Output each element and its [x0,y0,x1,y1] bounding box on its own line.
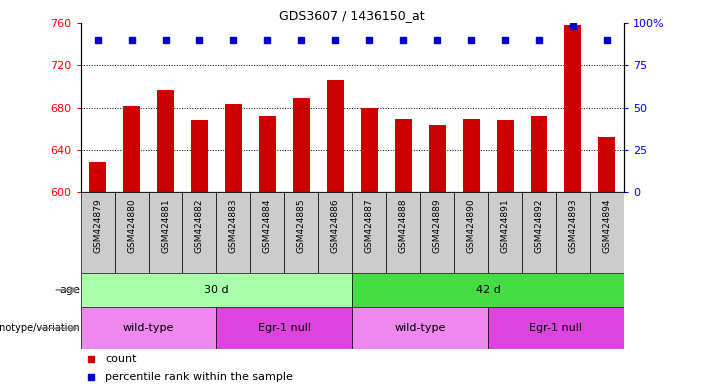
Text: GSM424892: GSM424892 [534,199,543,253]
Bar [353,273,624,307]
Bar [259,116,276,192]
Bar [454,192,488,273]
Bar [327,80,343,192]
Bar [522,192,556,273]
Bar [353,307,488,349]
Bar [395,119,411,192]
Text: genotype/variation: genotype/variation [0,323,81,333]
Text: GSM424887: GSM424887 [365,199,374,253]
Bar [488,192,522,273]
Bar [353,192,386,273]
Bar [488,307,624,349]
Text: percentile rank within the sample: percentile rank within the sample [105,372,293,382]
Bar [123,106,140,192]
Bar [556,192,590,273]
Title: GDS3607 / 1436150_at: GDS3607 / 1436150_at [280,9,425,22]
Text: GSM424882: GSM424882 [195,199,204,253]
Bar [157,89,174,192]
Bar [225,104,242,192]
Bar [285,192,318,273]
Bar [361,108,378,192]
Text: GSM424883: GSM424883 [229,199,238,253]
Bar [81,307,217,349]
Bar [590,192,624,273]
Bar [81,192,114,273]
Text: 42 d: 42 d [476,285,501,295]
Text: GSM424889: GSM424889 [433,199,442,253]
Bar [149,192,182,273]
Text: GSM424893: GSM424893 [569,199,578,253]
Bar [318,192,353,273]
Text: GSM424888: GSM424888 [399,199,408,253]
Bar [81,273,353,307]
Text: GSM424885: GSM424885 [297,199,306,253]
Text: GSM424879: GSM424879 [93,199,102,253]
Bar [89,162,106,192]
Text: GSM424886: GSM424886 [331,199,340,253]
Bar [250,192,285,273]
Bar [182,192,217,273]
Bar [217,192,250,273]
Text: age: age [60,285,81,295]
Bar [463,119,479,192]
Text: GSM424881: GSM424881 [161,199,170,253]
Bar [599,137,615,192]
Bar [114,192,149,273]
Text: 30 d: 30 d [204,285,229,295]
Text: GSM424894: GSM424894 [602,199,611,253]
Bar [496,120,514,192]
Text: count: count [105,354,137,364]
Text: wild-type: wild-type [395,323,446,333]
Bar [217,307,353,349]
Bar [420,192,454,273]
Bar [191,120,208,192]
Text: GSM424880: GSM424880 [127,199,136,253]
Bar [386,192,420,273]
Bar [428,126,446,192]
Text: GSM424890: GSM424890 [467,199,475,253]
Bar [564,25,581,192]
Text: wild-type: wild-type [123,323,175,333]
Text: GSM424891: GSM424891 [501,199,510,253]
Text: Egr-1 null: Egr-1 null [529,323,583,333]
Bar [293,98,310,192]
Text: GSM424884: GSM424884 [263,199,272,253]
Bar [531,116,547,192]
Text: Egr-1 null: Egr-1 null [258,323,311,333]
